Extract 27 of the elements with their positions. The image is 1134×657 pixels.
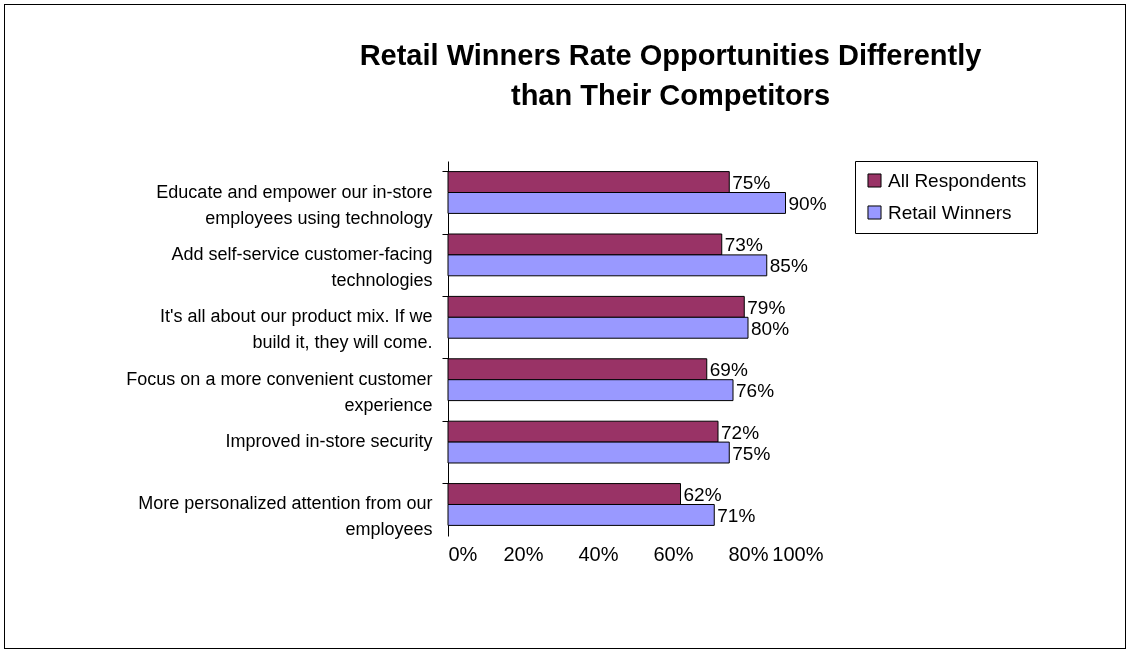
data-label: 72%	[721, 421, 760, 443]
data-label: 62%	[683, 484, 722, 506]
y-tick-label: It's all about our product mix. If we build it, they will come.	[159, 306, 433, 353]
x-tick-label: 40%	[578, 542, 619, 565]
data-label: 79%	[747, 296, 786, 318]
data-label: 80%	[751, 317, 790, 339]
y-tick-label: More personalized attention from our employees	[138, 493, 433, 540]
y-tick-label: Improved in-store security	[225, 431, 433, 452]
data-label: 69%	[709, 359, 748, 381]
data-label: 76%	[736, 380, 775, 402]
data-label: 90%	[788, 192, 827, 214]
data-label: 75%	[732, 442, 771, 464]
x-tick-label: 60%	[653, 542, 694, 565]
x-tick-label: 100%	[772, 542, 824, 565]
legend-label: All Respondents	[888, 169, 1027, 191]
y-tick-label: Add self-service customer-facing technologies	[171, 243, 433, 290]
legend-label: Retail Winners	[888, 201, 1012, 223]
data-label: 71%	[717, 504, 756, 526]
data-label: 73%	[724, 234, 763, 256]
x-tick-label: 80%	[728, 542, 769, 565]
data-label: 75%	[732, 172, 771, 194]
x-tick-label: 0%	[448, 542, 478, 565]
data-label: 85%	[769, 255, 808, 277]
y-tick-label: Educate and empower our in-store employees using technology	[156, 181, 433, 228]
y-tick-label: Focus on a more convenient customer experience	[126, 368, 433, 415]
chart-title: Retail Winners Rate Opportunities Differently than Their Competitors	[359, 38, 982, 111]
x-tick-label: 20%	[503, 542, 544, 565]
